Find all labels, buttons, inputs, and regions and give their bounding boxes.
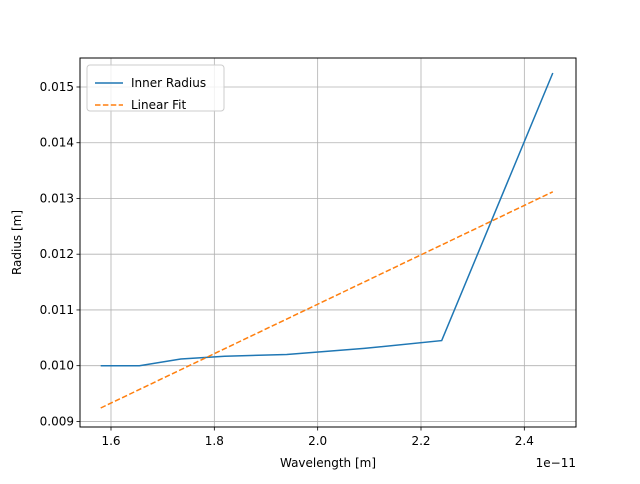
x-axis-label: Wavelength [m] [280, 456, 376, 470]
x-tick-label: 1.8 [205, 434, 224, 448]
series-line-0 [100, 72, 554, 367]
y-tick-label: 0.015 [40, 80, 74, 94]
series-line-1 [100, 191, 554, 409]
y-tick-label: 0.009 [40, 414, 74, 428]
legend-box [86, 64, 225, 112]
x-tick-label: 2.0 [308, 434, 327, 448]
legend-label: Inner Radius [131, 76, 206, 90]
y-tick-label: 0.010 [40, 359, 74, 373]
grid [80, 58, 576, 427]
x-offset-label: 1e−11 [536, 456, 576, 470]
x-tick-label: 2.2 [411, 434, 430, 448]
legend-label: Linear Fit [131, 98, 186, 112]
y-tick-label: 0.013 [40, 191, 74, 205]
ticks: 1.6 1.8 2.0 2.2 2.4 0.009 0.010 0.011 0.012 0.013… [40, 80, 534, 448]
x-tick-label: 2.4 [515, 434, 534, 448]
y-tick-label: 0.011 [40, 303, 74, 317]
plot-frame [79, 57, 577, 428]
y-axis-label: Radius [m] [10, 210, 24, 275]
y-tick-label: 0.012 [40, 247, 74, 261]
legend: Inner Radius Linear Fit [86, 64, 225, 112]
x-tick-label: 1.6 [101, 434, 120, 448]
y-tick-label: 0.014 [40, 136, 74, 150]
series-layer [100, 72, 554, 409]
